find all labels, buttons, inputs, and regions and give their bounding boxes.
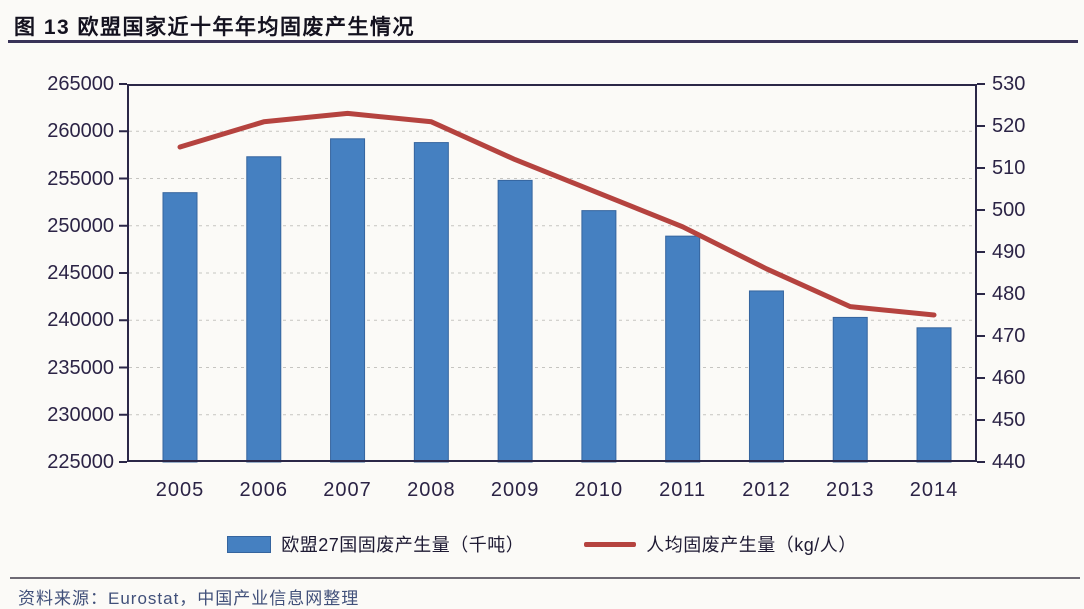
left-axis-tick-label: 245000 (47, 262, 114, 284)
left-axis-tick-label: 265000 (47, 73, 114, 95)
left-axis-tick-label: 255000 (47, 167, 114, 190)
x-axis-label: 2005 (155, 479, 205, 501)
x-axis-label: 2010 (574, 479, 624, 501)
x-axis-label: 2012 (742, 479, 791, 501)
plot-frame (127, 84, 977, 462)
x-axis-label: 2011 (659, 479, 707, 501)
right-axis-tick-label: 510 (992, 157, 1026, 179)
right-axis-tick-label: 530 (992, 73, 1026, 95)
left-axis-tick-label: 230000 (47, 403, 114, 426)
legend-item-line: 人均固废产生量（kg/人） (584, 531, 857, 557)
x-axis-label: 2006 (239, 479, 289, 501)
right-axis-tick-label: 460 (992, 367, 1026, 389)
x-axis-label: 2008 (407, 479, 456, 501)
waste-total-bar-2006 (246, 156, 282, 463)
right-axis-tick-label: 470 (992, 325, 1026, 347)
bar-series-label: 欧盟27国固废产生量（千吨） (281, 535, 525, 555)
line-series-label: 人均固废产生量（kg/人） (646, 535, 857, 555)
figure-title: 图 13 欧盟国家近十年年均固废产生情况 (14, 16, 416, 39)
waste-total-bar-2013 (832, 316, 868, 463)
source-note: 资料来源：Eurostat，中国产业信息网整理 (18, 589, 360, 608)
left-axis-tick-label: 240000 (47, 309, 114, 332)
waste-total-bar-2010 (581, 210, 617, 463)
right-axis-tick-label: 440 (992, 451, 1026, 473)
line-series-swatch (584, 541, 637, 547)
right-axis-tick-label: 500 (992, 199, 1026, 221)
waste-total-bar-2007 (330, 138, 366, 463)
left-axis-tick-label: 250000 (47, 214, 114, 237)
right-axis-tick-label: 490 (992, 241, 1026, 263)
bar-series-swatch (227, 535, 272, 553)
waste-total-bar-2012 (748, 290, 784, 463)
waste-total-bar-2008 (413, 142, 449, 463)
left-axis-tick-label: 235000 (47, 356, 114, 379)
right-axis-tick-label: 450 (992, 409, 1026, 431)
left-axis-tick-label: 260000 (47, 120, 114, 143)
figure: 图 13 欧盟国家近十年年均固废产生情况 265000 260000 255000 2… (0, 16, 1084, 608)
waste-total-bar-2009 (497, 179, 533, 463)
title-rule (8, 40, 1078, 43)
per-capita-line (177, 110, 937, 318)
right-axis-tick-label: 520 (992, 115, 1026, 137)
combo-chart-canvas (119, 83, 985, 463)
x-axis-label: 2013 (825, 479, 875, 501)
x-axis-label: 2014 (909, 479, 959, 501)
legend-item-bars: 欧盟27国固废产生量（千吨） (227, 531, 524, 557)
waste-total-bar-2014 (916, 327, 952, 463)
x-axis-label: 2007 (323, 479, 372, 501)
left-axis-tick-label: 225000 (47, 451, 114, 473)
legend: 欧盟27国固废产生量（千吨） 人均固废产生量（kg/人） (0, 531, 1084, 557)
waste-total-bar-2011 (665, 235, 701, 463)
right-axis-tick-label: 480 (992, 283, 1026, 305)
bottom-rule (10, 577, 1080, 579)
waste-total-bar-2005 (162, 192, 198, 463)
x-axis-label: 2009 (490, 479, 540, 501)
